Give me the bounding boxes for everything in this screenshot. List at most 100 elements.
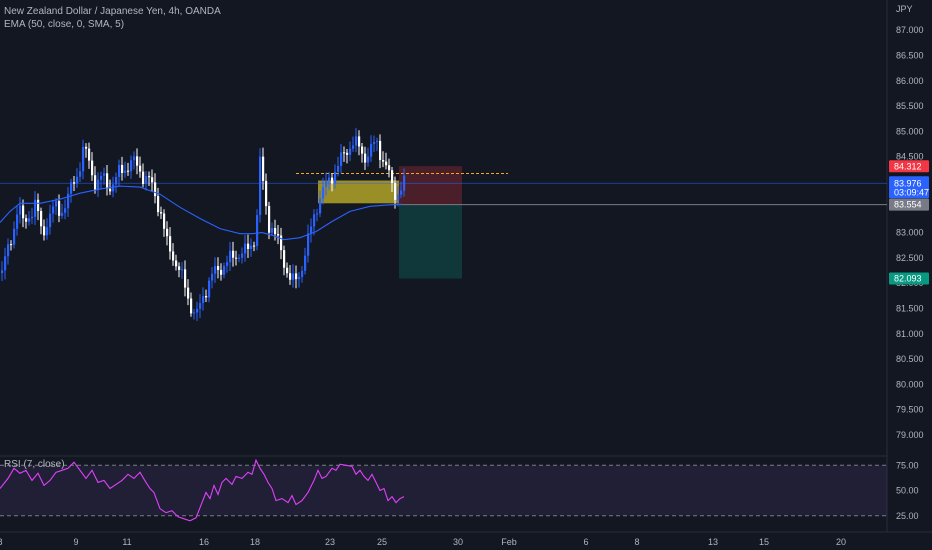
candle-body xyxy=(67,193,70,209)
candle-body xyxy=(73,182,76,184)
candle-body xyxy=(394,183,397,200)
candle-body xyxy=(376,140,379,143)
candle-body xyxy=(373,142,376,144)
candle-body xyxy=(79,171,82,177)
candle-body xyxy=(313,214,316,227)
candle-body xyxy=(259,156,262,216)
candle-body xyxy=(94,175,97,190)
candle-body xyxy=(139,165,142,172)
candle-body xyxy=(22,205,25,219)
time-tick-label: 15 xyxy=(759,537,769,547)
candle-body xyxy=(100,175,103,180)
candle-body xyxy=(223,265,226,275)
candle-body xyxy=(88,148,91,161)
supply-zone-rectangle[interactable] xyxy=(318,180,399,204)
candle-body xyxy=(169,236,172,252)
candle-body xyxy=(253,245,256,247)
candle-body xyxy=(7,244,10,257)
time-axis[interactable]: 8 9 11 16 18 23 25 30 Feb 6 8 13 15 20 xyxy=(0,537,846,547)
candle-body xyxy=(352,145,355,149)
candle-body xyxy=(196,308,199,313)
candle-body xyxy=(397,194,400,200)
candle-body xyxy=(280,235,283,251)
stop-price-tag-bg xyxy=(889,160,929,173)
candle-body xyxy=(277,234,280,236)
candle-body xyxy=(82,146,85,172)
candle-body xyxy=(268,206,271,233)
candle-body xyxy=(304,255,307,271)
rsi-pane: 75.00 50.00 25.00 xyxy=(0,458,919,522)
price-tick-label: 86.500 xyxy=(896,51,924,61)
candle-body xyxy=(367,156,370,163)
candle-body xyxy=(205,295,208,298)
price-tick-label: 86.000 xyxy=(896,76,924,86)
candle-body xyxy=(325,180,328,187)
candle-body xyxy=(166,228,169,237)
candle-body xyxy=(145,176,148,184)
candle-body xyxy=(388,165,391,171)
candle-body xyxy=(292,273,295,280)
candle-body xyxy=(10,244,13,246)
time-tick-label: 30 xyxy=(453,537,463,547)
candle-body xyxy=(355,136,358,146)
stop-loss-zone[interactable] xyxy=(399,166,462,205)
candle-body xyxy=(271,227,274,233)
candle-body xyxy=(64,208,67,213)
candle-body xyxy=(307,233,310,256)
candle-body xyxy=(112,184,115,192)
candle-body xyxy=(358,136,361,147)
candle-body xyxy=(13,228,16,245)
candle-body xyxy=(37,199,40,211)
time-tick-label: 13 xyxy=(708,537,718,547)
candle-body xyxy=(370,143,373,157)
candle-body xyxy=(382,160,385,162)
ema-indicator-label: EMA (50, close, 0, SMA, 5) xyxy=(4,19,124,30)
candle-body xyxy=(346,152,349,155)
candle-body xyxy=(328,177,331,181)
candle-body xyxy=(19,205,22,215)
candle-body xyxy=(25,218,28,222)
target-price-tag: 82.093 xyxy=(894,274,922,284)
price-tick-label: 84.500 xyxy=(896,152,924,162)
candle-body xyxy=(181,269,184,271)
candle-body xyxy=(109,188,112,192)
candle-body xyxy=(160,212,163,214)
candle-body xyxy=(127,170,130,172)
candle-body xyxy=(289,273,292,280)
ema-line xyxy=(0,185,403,241)
price-tick-label: 79.000 xyxy=(896,430,924,440)
time-tick-label: 25 xyxy=(377,537,387,547)
candle-body xyxy=(193,312,196,314)
candle-body xyxy=(184,269,187,288)
candle-body xyxy=(187,287,190,299)
chart-title: New Zealand Dollar / Japanese Yen, 4h, O… xyxy=(4,6,221,17)
candle-body xyxy=(175,260,178,267)
rsi-tick-label: 75.00 xyxy=(896,460,919,470)
time-tick-label: 16 xyxy=(199,537,209,547)
candle-body xyxy=(103,173,106,176)
candle-body xyxy=(214,266,217,274)
candle-body xyxy=(190,298,193,314)
take-profit-zone[interactable] xyxy=(399,204,462,279)
candles xyxy=(1,127,406,321)
currency-label: JPY xyxy=(896,4,913,14)
candle-body xyxy=(211,273,214,281)
candle-body xyxy=(250,245,253,249)
candle-body xyxy=(343,152,346,154)
candle-body xyxy=(364,153,367,163)
candle-body xyxy=(1,270,4,274)
price-tick-label: 82.500 xyxy=(896,253,924,263)
candle-body xyxy=(361,146,364,154)
position-tool[interactable] xyxy=(0,166,887,279)
candle-body xyxy=(247,243,250,249)
candle-body xyxy=(226,262,229,266)
candle-body xyxy=(202,295,205,304)
candle-body xyxy=(379,140,382,161)
candle-body xyxy=(43,226,46,236)
candle-body xyxy=(208,280,211,298)
candle-body xyxy=(61,212,64,216)
candle-body xyxy=(55,201,58,207)
